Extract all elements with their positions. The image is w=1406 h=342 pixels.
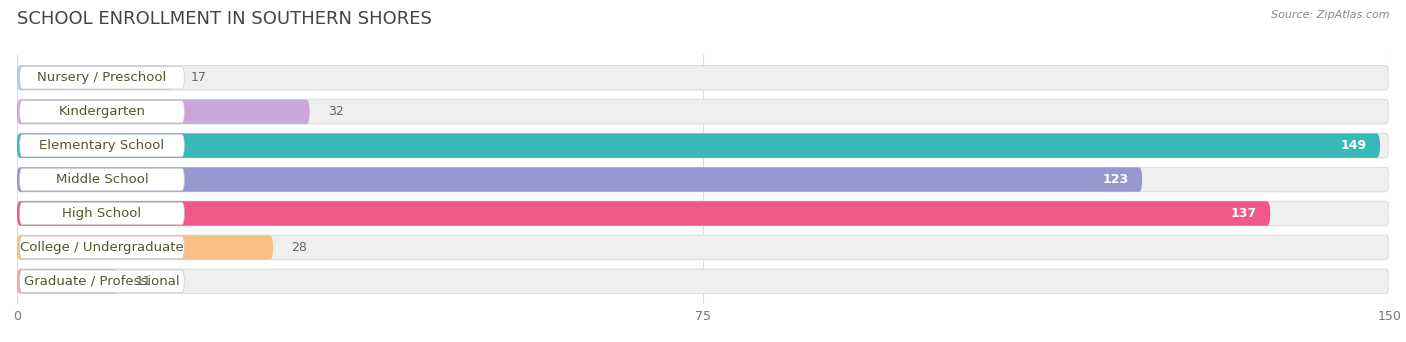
- Text: 137: 137: [1230, 207, 1257, 220]
- Text: High School: High School: [62, 207, 142, 220]
- FancyBboxPatch shape: [17, 66, 1389, 90]
- Text: 123: 123: [1102, 173, 1129, 186]
- FancyBboxPatch shape: [20, 101, 184, 123]
- Text: Source: ZipAtlas.com: Source: ZipAtlas.com: [1271, 10, 1389, 20]
- Text: 32: 32: [328, 105, 343, 118]
- FancyBboxPatch shape: [20, 67, 184, 89]
- FancyBboxPatch shape: [17, 269, 118, 293]
- Text: Kindergarten: Kindergarten: [59, 105, 145, 118]
- FancyBboxPatch shape: [17, 201, 1389, 226]
- FancyBboxPatch shape: [17, 269, 1389, 293]
- FancyBboxPatch shape: [17, 133, 1389, 158]
- FancyBboxPatch shape: [17, 235, 273, 260]
- FancyBboxPatch shape: [17, 133, 1379, 158]
- FancyBboxPatch shape: [17, 167, 1142, 192]
- FancyBboxPatch shape: [17, 100, 1389, 124]
- FancyBboxPatch shape: [17, 235, 1389, 260]
- Text: Graduate / Professional: Graduate / Professional: [24, 275, 180, 288]
- FancyBboxPatch shape: [17, 100, 309, 124]
- FancyBboxPatch shape: [20, 134, 184, 157]
- Text: College / Undergraduate: College / Undergraduate: [20, 241, 184, 254]
- Text: 17: 17: [191, 71, 207, 84]
- Text: 149: 149: [1340, 139, 1367, 152]
- Text: Nursery / Preschool: Nursery / Preschool: [38, 71, 166, 84]
- FancyBboxPatch shape: [17, 167, 1389, 192]
- Text: Middle School: Middle School: [56, 173, 148, 186]
- FancyBboxPatch shape: [20, 270, 184, 292]
- Text: SCHOOL ENROLLMENT IN SOUTHERN SHORES: SCHOOL ENROLLMENT IN SOUTHERN SHORES: [17, 10, 432, 28]
- FancyBboxPatch shape: [20, 202, 184, 225]
- Text: Elementary School: Elementary School: [39, 139, 165, 152]
- Text: 11: 11: [136, 275, 152, 288]
- FancyBboxPatch shape: [20, 168, 184, 191]
- FancyBboxPatch shape: [17, 66, 173, 90]
- FancyBboxPatch shape: [20, 236, 184, 259]
- FancyBboxPatch shape: [17, 201, 1270, 226]
- Text: 28: 28: [291, 241, 307, 254]
